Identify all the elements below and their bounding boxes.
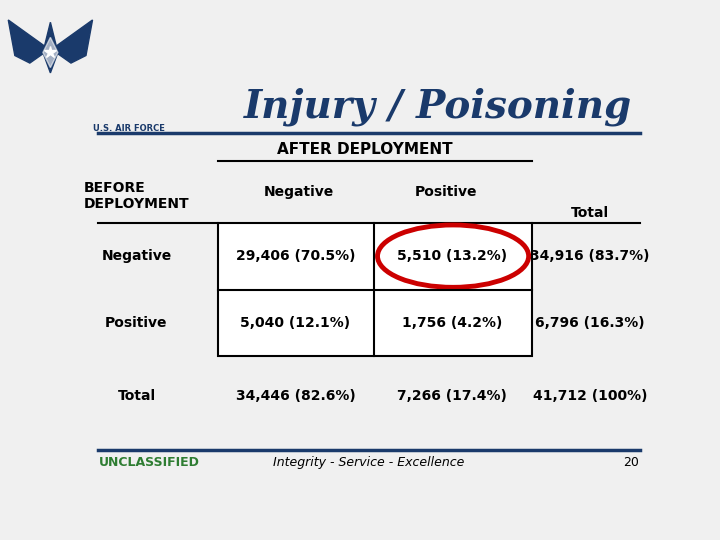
Polygon shape: [9, 20, 50, 63]
Text: 7,266 (17.4%): 7,266 (17.4%): [397, 389, 507, 403]
Polygon shape: [43, 37, 58, 68]
Text: 29,406 (70.5%): 29,406 (70.5%): [235, 249, 355, 263]
Text: 41,712 (100%): 41,712 (100%): [533, 389, 647, 403]
Text: UNCLASSIFIED: UNCLASSIFIED: [99, 456, 200, 469]
Text: Negative: Negative: [264, 185, 334, 199]
Polygon shape: [50, 20, 92, 63]
Text: 34,916 (83.7%): 34,916 (83.7%): [530, 249, 649, 263]
Text: U.S. AIR FORCE: U.S. AIR FORCE: [93, 124, 165, 133]
Text: Integrity - Service - Excellence: Integrity - Service - Excellence: [274, 456, 464, 469]
Text: 5,040 (12.1%): 5,040 (12.1%): [240, 316, 351, 330]
Text: 1,756 (4.2%): 1,756 (4.2%): [402, 316, 502, 330]
Text: Positive: Positive: [415, 185, 478, 199]
Text: 20: 20: [623, 456, 639, 469]
Text: 6,796 (16.3%): 6,796 (16.3%): [535, 316, 644, 330]
Text: Negative: Negative: [102, 249, 171, 263]
Text: 5,510 (13.2%): 5,510 (13.2%): [397, 249, 507, 263]
Text: AFTER DEPLOYMENT: AFTER DEPLOYMENT: [277, 142, 453, 157]
Text: Injury / Poisoning: Injury / Poisoning: [244, 88, 632, 126]
Polygon shape: [43, 22, 58, 73]
Text: BEFORE
DEPLOYMENT: BEFORE DEPLOYMENT: [84, 180, 189, 211]
Bar: [218, 222, 532, 356]
Text: Total: Total: [117, 389, 156, 403]
Text: 34,446 (82.6%): 34,446 (82.6%): [235, 389, 355, 403]
Text: Positive: Positive: [105, 316, 168, 330]
Text: Total: Total: [571, 206, 609, 220]
